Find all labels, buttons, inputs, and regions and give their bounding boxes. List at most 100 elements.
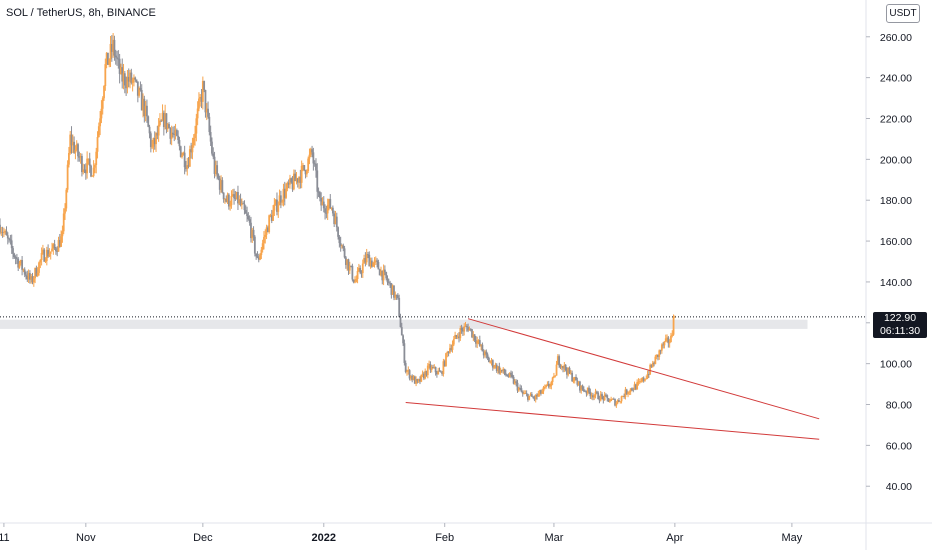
candle-body (612, 398, 615, 400)
candle-body (5, 230, 8, 236)
candle-body (425, 371, 428, 376)
candle-body (209, 132, 212, 142)
candle-body (598, 399, 601, 401)
candle-body (516, 382, 519, 391)
candle-body (376, 260, 378, 262)
candle-body (95, 151, 98, 165)
candle-body (58, 239, 61, 247)
candle-body (459, 328, 462, 339)
candle-body (629, 388, 632, 392)
candle-body (212, 153, 215, 157)
candle-body (268, 215, 271, 233)
candle-body (274, 199, 277, 205)
candle-body (413, 376, 416, 384)
x-tick-label: 11 (0, 532, 10, 544)
candle-body (356, 271, 359, 280)
candle-body (597, 392, 600, 400)
candle-body (416, 379, 419, 382)
candle-body (382, 269, 385, 281)
y-tick-label: 180.00 (880, 195, 912, 207)
candle-body (312, 152, 315, 164)
candle-body (96, 137, 99, 152)
candle-body (406, 371, 408, 373)
candle-body (159, 120, 161, 125)
candle-body (649, 364, 652, 375)
candle-body (589, 391, 592, 397)
candle-body (641, 377, 644, 382)
candle-body (569, 372, 572, 374)
candle-body (520, 388, 523, 392)
symbol-title[interactable]: SOL / TetherUS, 8h, BINANCE (6, 7, 156, 19)
candle-body (602, 396, 605, 401)
candle-body (148, 126, 151, 134)
candle-body (605, 394, 607, 396)
candle-body (579, 381, 581, 391)
candle-body (61, 231, 64, 237)
candle-body (68, 153, 70, 165)
candle-body (599, 394, 602, 401)
candle-body (447, 352, 450, 353)
candle-body (303, 165, 306, 171)
candle-body (451, 344, 454, 350)
candle-body (308, 154, 311, 159)
candle-body (56, 251, 59, 253)
candle-body (125, 85, 128, 89)
candle-body (670, 335, 672, 343)
candle-body (666, 337, 668, 339)
candle-body (359, 267, 362, 273)
candle-body (437, 370, 440, 375)
candle-body (467, 327, 470, 331)
candle-body (220, 180, 222, 190)
candle-body (256, 256, 259, 258)
candle-body (289, 178, 291, 185)
candle-body (311, 149, 313, 153)
candle-body (162, 112, 165, 128)
candle-body (100, 108, 103, 119)
candle-body (225, 198, 228, 202)
candle-body (527, 394, 529, 400)
trendline[interactable] (405, 401, 820, 440)
candle-body (436, 372, 438, 375)
candle-body (299, 177, 302, 183)
candle-body (174, 130, 177, 135)
candle-body (182, 152, 185, 156)
candle-body (326, 204, 329, 214)
candle-body (485, 351, 488, 355)
currency-button[interactable]: USDT (886, 4, 920, 23)
candle-body (480, 344, 483, 346)
candle-body (315, 163, 317, 171)
candle-body (614, 399, 616, 406)
candle-body (52, 244, 55, 249)
y-tick-label: 60.00 (886, 440, 912, 452)
candle-body (242, 203, 245, 205)
candle-body (607, 398, 610, 402)
candle-body (476, 340, 479, 344)
candle-body (237, 192, 239, 204)
candle-body (592, 395, 594, 398)
candle-body (169, 127, 172, 139)
candle-body (455, 335, 458, 337)
candle-body (603, 394, 606, 401)
candle-body (324, 208, 326, 213)
candle-body (620, 396, 623, 402)
candle-body (590, 395, 593, 397)
candle-body (285, 188, 287, 198)
candle-body (386, 278, 389, 283)
candle-body (259, 255, 261, 260)
candle-body (581, 385, 584, 390)
candle-body (653, 362, 655, 365)
candle-body (422, 373, 425, 379)
candle-body (23, 269, 26, 275)
candle-body (0, 231, 3, 233)
candle-body (131, 79, 134, 83)
candle-body (136, 81, 139, 96)
candle-body (499, 369, 502, 373)
candle-body (517, 387, 520, 391)
candle-body (30, 276, 33, 280)
candle-body (343, 248, 346, 258)
trendline[interactable] (467, 318, 820, 420)
candle-body (243, 203, 246, 211)
candle-body (64, 208, 66, 214)
candle-body (19, 260, 22, 264)
